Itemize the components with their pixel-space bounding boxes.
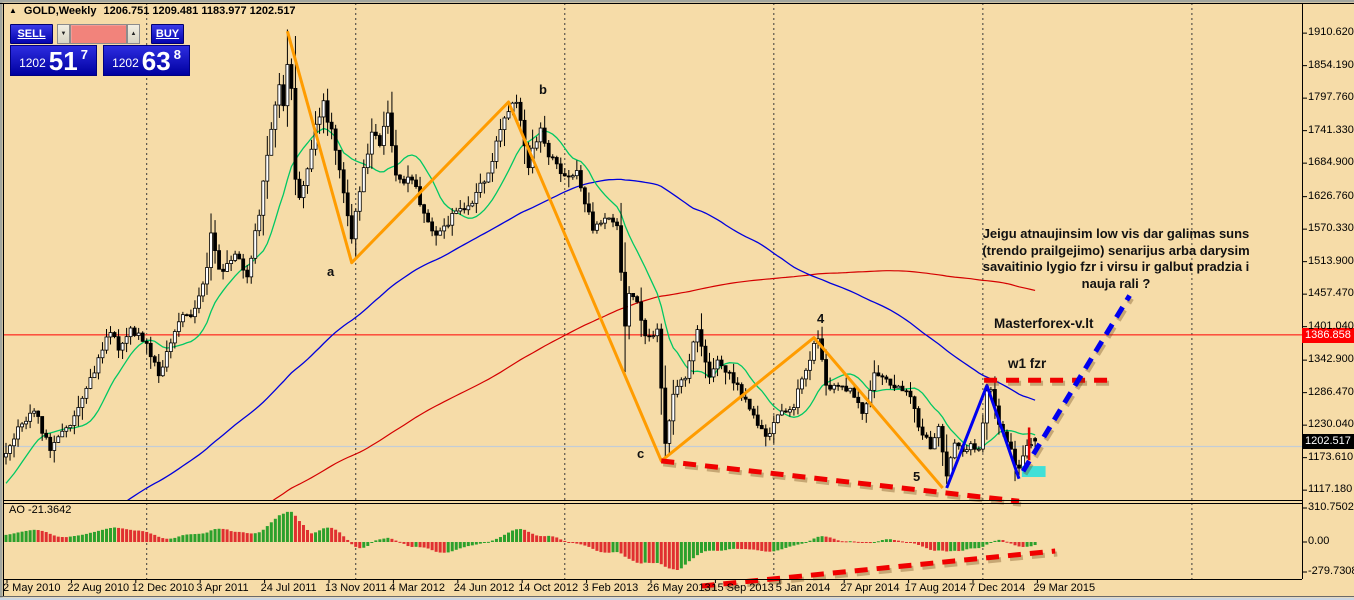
price-tick-label: 1797.760 — [1308, 91, 1354, 104]
price-tick-label: 1513.900 — [1308, 254, 1354, 267]
date-label: 22 Aug 2010 — [67, 582, 130, 594]
ohlc-readout: 1206.751 1209.481 1183.977 1202.517 — [103, 5, 296, 17]
sell-price-sup: 7 — [80, 47, 88, 62]
date-label: 17 Aug 2014 — [904, 582, 967, 594]
date-label: 5 Jan 2014 — [775, 582, 831, 594]
volume-increase-button[interactable]: ▲ — [127, 24, 140, 44]
price-tick-label: 1230.040 — [1308, 418, 1354, 431]
price-tick-label: 1286.470 — [1308, 385, 1354, 398]
note-annotation: Jeigu atnaujinsim low vis dar galimas su… — [958, 226, 1274, 292]
date-label: 12 Dec 2010 — [131, 582, 195, 594]
price-tick-label: 1173.610 — [1308, 450, 1354, 463]
price-tick-label: 1570.330 — [1308, 222, 1354, 235]
buy-price-box[interactable]: 1202 63 8 — [103, 45, 190, 76]
sell-price-small: 1202 — [19, 56, 46, 70]
price-tick-label: 1117.180 — [1308, 483, 1353, 496]
ao-scale-label: 310.7502 — [1308, 501, 1354, 513]
price-tick-label: 1741.330 — [1308, 123, 1354, 136]
watermark: Masterforex-v.lt — [994, 316, 1094, 331]
sell-price-big: 51 — [48, 46, 78, 76]
buy-price-small: 1202 — [112, 56, 139, 70]
date-label: 14 Oct 2012 — [518, 582, 579, 594]
price-tick-label: 1401.040 — [1308, 319, 1354, 332]
wave-label-4: 4 — [817, 311, 825, 326]
volume-field[interactable] — [70, 24, 127, 44]
date-label: 26 May 2013 — [647, 582, 711, 594]
ao-indicator-label: AO -21.3642 — [9, 504, 72, 516]
buy-button[interactable]: BUY — [151, 24, 184, 44]
price-tick-label: 1854.190 — [1308, 58, 1354, 71]
volume-decrease-button[interactable]: ▼ — [57, 24, 70, 44]
date-label: 7 Dec 2014 — [969, 582, 1026, 594]
buy-price-sup: 8 — [173, 47, 181, 62]
note-line: savaitinio lygio fzr i virsu ir galbut p… — [982, 259, 1250, 274]
price-tick-label: 1457.470 — [1308, 287, 1354, 300]
date-label: 13 Nov 2011 — [325, 582, 387, 594]
date-label: 4 Mar 2012 — [389, 582, 446, 594]
wave-label-5: 5 — [913, 469, 921, 484]
buy-price-big: 63 — [141, 46, 171, 76]
price-tick-label: 1910.620 — [1308, 26, 1354, 39]
date-label: 29 Mar 2015 — [1033, 582, 1096, 594]
note-line: Jeigu atnaujinsim low vis dar galimas su… — [982, 226, 1250, 241]
symbol-title: GOLD,Weekly — [23, 5, 97, 17]
chart-title-row: ▲ GOLD,Weekly 1206.751 1209.481 1183.977… — [9, 5, 296, 17]
sell-price-box[interactable]: 1202 51 7 — [10, 45, 97, 76]
w1-fzr-label: w1 fzr — [1008, 356, 1047, 371]
price-tick-label: 1684.900 — [1308, 156, 1354, 169]
ao-scale-label: 0.00 — [1308, 535, 1330, 547]
date-label: 2 May 2010 — [3, 582, 61, 594]
note-line: nauja rali ? — [1081, 275, 1151, 291]
ao-scale-label: -279.7308 — [1308, 565, 1354, 577]
price-tick-label: 1626.760 — [1308, 189, 1354, 202]
wave-label-a: a — [327, 264, 335, 279]
sell-button[interactable]: SELL — [10, 24, 53, 44]
date-label: 24 Jul 2011 — [260, 582, 317, 594]
bid-price-tag: 1202.517 — [1302, 434, 1354, 449]
price-tick-label: 1342.900 — [1308, 353, 1354, 366]
wave-label-b: b — [539, 82, 547, 97]
red-price-tag: 1386.858 — [1302, 328, 1354, 343]
wave-label-c: c — [637, 446, 645, 461]
date-label: 27 Apr 2014 — [840, 582, 900, 594]
note-line: (trendo prailgejimo) senarijus arba dary… — [982, 242, 1250, 258]
date-label: 15 Sep 2013 — [711, 582, 774, 594]
date-label: 3 Apr 2011 — [196, 582, 249, 594]
date-label: 3 Feb 2013 — [582, 582, 639, 594]
date-label: 24 Jun 2012 — [453, 582, 515, 594]
collapse-arrow-icon[interactable]: ▲ — [9, 6, 17, 15]
